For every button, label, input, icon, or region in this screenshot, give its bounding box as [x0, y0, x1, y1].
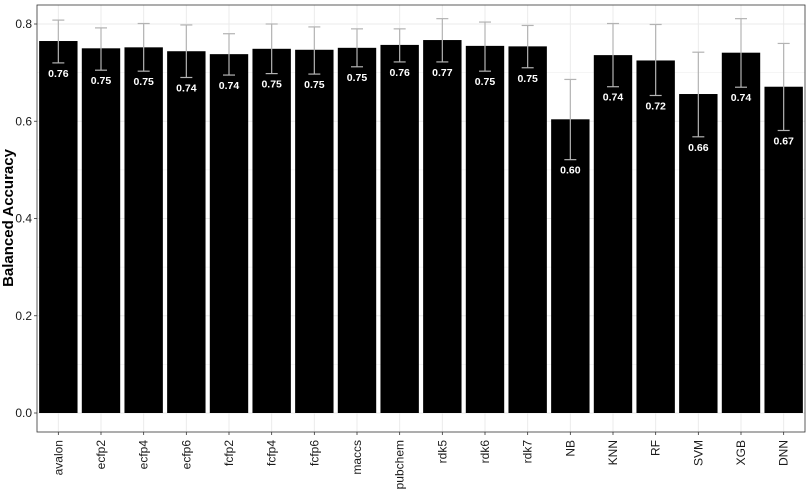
x-tick-label: fcfp6 [307, 440, 321, 466]
bar-fcfp6 [295, 49, 334, 414]
error-bar-NB [564, 78, 577, 161]
bar-value-label: 0.74 [731, 92, 752, 104]
error-bar-XGB [735, 18, 747, 88]
bar-value-label: 0.72 [645, 100, 666, 112]
bar-value-label: 0.74 [176, 82, 197, 94]
error-bar-ecfp6 [180, 24, 193, 79]
y-tick-label: 0.2 [15, 309, 32, 323]
bar-maccs [337, 47, 377, 414]
x-axis-ticks: avalon ecfp2 ecfp4 ecfp6 fcfp2 fcfp4 fcfp6 macc… [51, 432, 791, 489]
error-bar-KNN [607, 22, 619, 88]
bar-value-label: 0.77 [432, 67, 453, 79]
x-tick-label: XGB [734, 440, 748, 465]
bar-value-label: 0.75 [133, 76, 154, 88]
error-bar-fcfp4 [265, 23, 278, 75]
error-bar-maccs [351, 28, 363, 68]
bar-value-label: 0.75 [91, 75, 112, 87]
bars [39, 40, 803, 414]
x-tick-label: SVM [691, 440, 705, 466]
x-tick-label: rdk5 [435, 440, 449, 464]
bar-RF [636, 60, 675, 413]
bar-XGB [721, 52, 761, 413]
error-bar-avalon [52, 19, 65, 64]
x-tick-label: fcfp4 [265, 440, 279, 466]
x-tick-label: RF [649, 440, 663, 456]
bar-value-labels: 0.76 0.75 0.75 0.74 0.74 0.75 0.75 0.75 0.76 0.77… [48, 67, 794, 177]
y-tick-label: 0.0 [15, 406, 32, 420]
x-tick-label: DNN [777, 440, 791, 466]
bar-ecfp6 [167, 51, 206, 413]
error-bar-rdk6 [479, 21, 491, 72]
bar-SVM [679, 94, 718, 414]
x-tick-label: rdk6 [478, 440, 492, 464]
bar-NB [551, 119, 590, 414]
bar-ecfp4 [124, 47, 163, 414]
error-bar-SVM [692, 51, 705, 138]
bar-fcfp4 [252, 48, 291, 414]
x-tick-label: NB [563, 440, 577, 457]
bar-value-label: 0.67 [773, 135, 794, 147]
error-bar-rdk7 [521, 24, 534, 69]
x-tick-label: avalon [51, 440, 65, 475]
bar-value-label: 0.75 [347, 72, 368, 84]
x-tick-label: maccs [350, 440, 364, 475]
bar-value-label: 0.76 [389, 67, 410, 79]
y-axis-ticks: 0.0 0.2 0.4 0.6 0.8 [15, 17, 37, 420]
x-tick-label: fcfp2 [222, 440, 236, 466]
x-tick-label: ecfp2 [94, 440, 108, 470]
bar-value-label: 0.74 [603, 92, 624, 104]
bar-value-label: 0.75 [517, 73, 538, 85]
bar-avalon [39, 41, 78, 414]
bar-value-label: 0.76 [48, 68, 69, 80]
bar-value-label: 0.75 [261, 79, 282, 91]
x-tick-label: ecfp6 [179, 440, 193, 470]
error-bars [52, 18, 790, 161]
error-bar-rdk5 [436, 18, 449, 63]
bar-value-label: 0.75 [475, 76, 496, 88]
bar-ecfp2 [81, 48, 121, 413]
bar-rdk5 [423, 40, 462, 413]
y-axis-title: Balanced Accuracy [0, 148, 17, 287]
y-tick-label: 0.4 [15, 212, 32, 226]
error-bar-pubchem [393, 28, 406, 63]
bar-KNN [593, 55, 633, 414]
x-tick-label: KNN [606, 440, 620, 465]
error-bar-fcfp6 [308, 26, 321, 75]
bar-value-label: 0.60 [560, 165, 581, 177]
x-tick-label: rdk7 [521, 440, 535, 464]
bar-fcfp2 [209, 54, 249, 414]
bar-rdk6 [465, 45, 505, 413]
bar-value-label: 0.75 [304, 79, 325, 91]
bar-DNN [764, 86, 803, 413]
x-tick-label: ecfp4 [137, 440, 151, 470]
y-tick-label: 0.8 [15, 17, 32, 31]
bar-rdk7 [508, 46, 547, 414]
bar-value-label: 0.74 [219, 80, 240, 92]
error-bar-ecfp4 [137, 22, 150, 72]
bar-pubchem [380, 44, 419, 413]
bar-value-label: 0.66 [688, 142, 709, 154]
error-bar-ecfp2 [95, 27, 107, 71]
error-bar-DNN [777, 42, 790, 132]
y-tick-label: 0.6 [15, 114, 32, 128]
error-bar-RF [649, 23, 662, 97]
error-bar-fcfp2 [223, 33, 235, 76]
x-tick-label: pubchem [393, 440, 407, 489]
